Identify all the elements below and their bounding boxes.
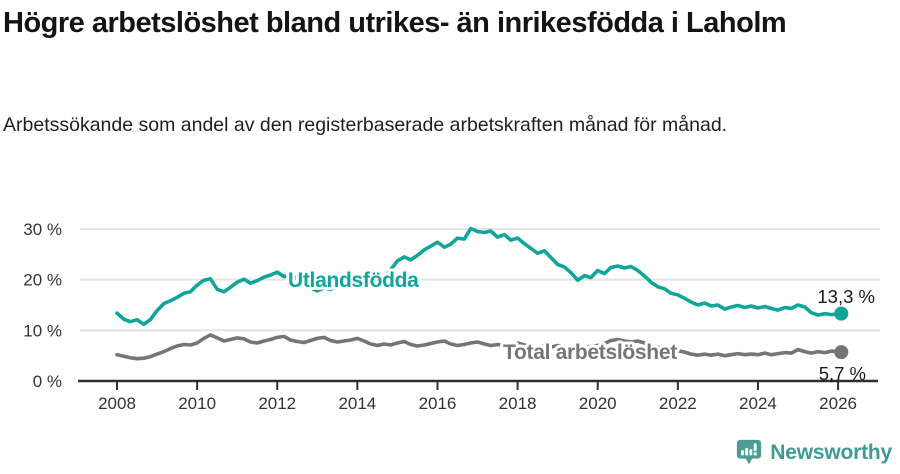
series-label-0: Utlandsfödda [288,269,419,292]
x-tick-label: 2018 [499,394,537,413]
newsworthy-logo-text: Newsworthy [770,441,892,464]
series-line-0 [115,226,844,327]
x-tick-label: 2022 [659,394,697,413]
x-tick-label: 2012 [258,394,296,413]
series-end-value-0: 13,3 % [817,286,875,307]
x-tick-label: 2024 [739,394,777,413]
newsworthy-logo[interactable]: Newsworthy [735,438,892,468]
series-label-1: Total arbetslöshet [503,341,677,364]
newsworthy-bubble-icon [737,439,762,465]
chart-title: Högre arbetslöshet bland utrikes- än inr… [3,7,787,39]
x-tick-label: 2008 [98,394,136,413]
series-end-dot-1 [834,345,849,360]
y-tick-label: 30 % [23,220,62,239]
y-tick-label: 10 % [23,321,62,340]
series-end-dot-0 [834,306,849,321]
y-tick-label: 0 % [33,372,62,391]
x-tick-label: 2020 [579,394,617,413]
series-line-1 [115,333,844,361]
x-tick-label: 2010 [178,394,216,413]
x-tick-label: 2026 [819,394,857,413]
series-end-value-1: 5,7 % [819,363,866,384]
x-tick-label: 2014 [338,394,376,413]
chart-subtitle: Arbetssökande som andel av den registerb… [3,114,728,136]
y-tick-label: 20 % [23,271,62,290]
x-tick-label: 2016 [419,394,457,413]
